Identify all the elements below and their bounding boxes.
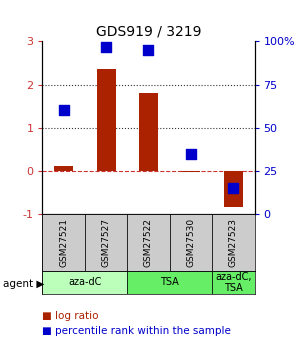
Bar (42, 271, 127, 294)
Text: GSM27527: GSM27527 (102, 218, 111, 267)
Point (61, 108, 66, 113)
Text: aza-dC,
TSA: aza-dC, TSA (215, 272, 251, 293)
Text: GSM27521: GSM27521 (59, 218, 68, 267)
Bar (127, 214, 170, 271)
Bar (85, 214, 127, 271)
Point (146, 47, 151, 53)
Bar (212, 214, 255, 271)
Point (188, 151, 193, 156)
Title: GDS919 / 3219: GDS919 / 3219 (96, 25, 201, 39)
Text: agent ▶: agent ▶ (3, 279, 45, 288)
Bar (96, 69, 115, 171)
Point (104, 44, 108, 49)
Text: ■ log ratio: ■ log ratio (42, 311, 99, 321)
Bar (54, 167, 73, 171)
Bar (170, 214, 212, 271)
Bar (139, 93, 158, 171)
Text: GSM27523: GSM27523 (229, 218, 238, 267)
Text: TSA: TSA (160, 277, 179, 287)
Text: GSM27522: GSM27522 (144, 218, 153, 267)
Bar (181, 171, 200, 172)
Bar (42, 214, 85, 271)
Text: GSM27530: GSM27530 (186, 218, 195, 267)
Bar (212, 271, 255, 294)
Text: ■ percentile rank within the sample: ■ percentile rank within the sample (42, 326, 231, 336)
Bar (127, 271, 212, 294)
Bar (224, 171, 243, 207)
Text: aza-dC: aza-dC (68, 277, 102, 287)
Point (231, 185, 236, 191)
